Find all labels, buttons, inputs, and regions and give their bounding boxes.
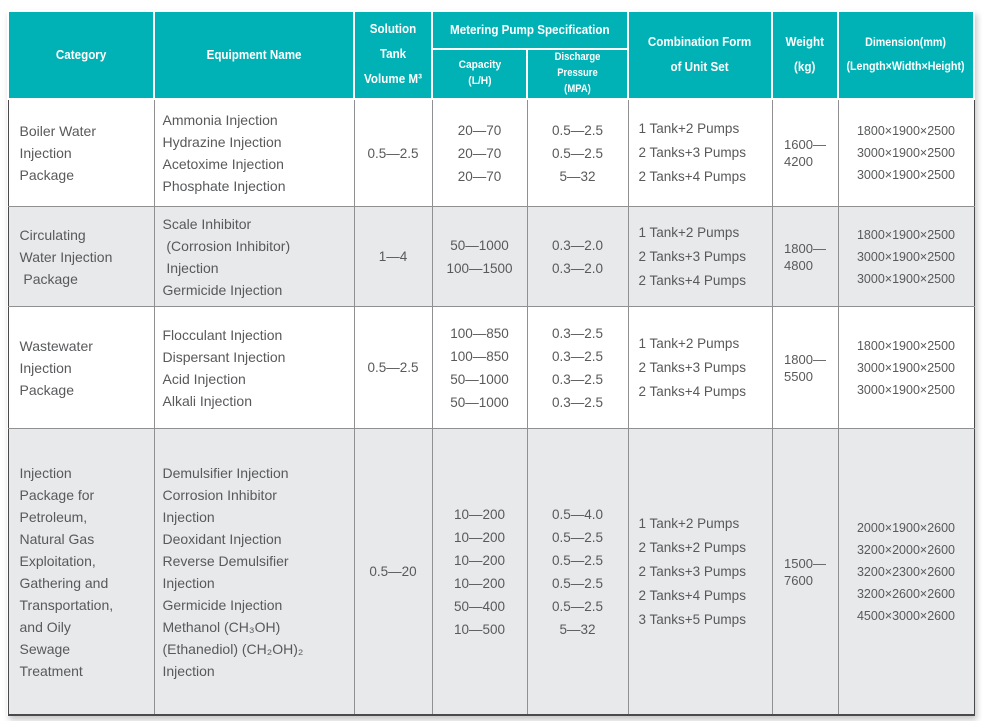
col-header-weight-label: Weight (kg) xyxy=(785,34,825,74)
dimension-text: 2000×1900×2600 3200×2000×2600 3200×2300×… xyxy=(856,520,956,623)
table-row-petroleum-injection: Injection Package for Petroleum, Natural… xyxy=(7,428,975,716)
cell-capacity: 10—200 10—200 10—200 10—200 50—400 10—50… xyxy=(431,428,528,716)
cell-capacity: 50—1000 100—1500 xyxy=(431,206,528,308)
cell-equipment: Flocculant Injection Dispersant Injectio… xyxy=(153,306,355,430)
cell-combination-form: 1 Tank+2 Pumps 2 Tanks+3 Pumps 2 Tanks+4… xyxy=(627,206,773,308)
cell-combination-form: 1 Tank+2 Pumps 2 Tanks+3 Pumps 2 Tanks+4… xyxy=(627,98,773,208)
tank-volume-text: 0.5—20 xyxy=(369,564,417,580)
dimension-text: 1800×1900×2500 3000×1900×2500 3000×1900×… xyxy=(856,124,956,183)
cell-capacity: 100—850 100—850 50—1000 50—1000 xyxy=(431,306,528,430)
col-header-discharge-pressure-label: Discharge Pressure (MPA) xyxy=(554,51,601,95)
equipment-text: Demulsifier Injection Corrosion Inhibito… xyxy=(162,464,304,679)
discharge-pressure-text: 0.3—2.5 0.3—2.5 0.3—2.5 0.3—2.5 xyxy=(551,325,604,410)
combination-text: 1 Tank+2 Pumps 2 Tanks+3 Pumps 2 Tanks+4… xyxy=(638,335,746,399)
category-text: Circulating Water Injection Package xyxy=(19,226,113,287)
capacity-text: 50—1000 100—1500 xyxy=(446,237,513,276)
cell-tank-volume: 0.5—2.5 xyxy=(353,98,433,208)
tank-volume-text: 0.5—2.5 xyxy=(367,145,419,161)
cell-capacity: 20—70 20—70 20—70 xyxy=(431,98,528,208)
equipment-text: Ammonia Injection Hydrazine Injection Ac… xyxy=(162,112,286,195)
cell-dimension: 2000×1900×2600 3200×2000×2600 3200×2300×… xyxy=(837,428,975,716)
cell-weight: 1800— 4800 xyxy=(771,206,839,308)
col-header-capacity: Capacity (L/H) xyxy=(431,48,528,100)
cell-tank-volume: 1—4 xyxy=(353,206,433,308)
cell-weight: 1500— 7600 xyxy=(771,428,839,716)
category-text: Injection Package for Petroleum, Natural… xyxy=(19,464,114,679)
weight-text: 1600— 4200 xyxy=(784,137,826,170)
tank-volume-text: 0.5—2.5 xyxy=(367,360,419,376)
col-header-combination-form: Combination Form of Unit Set xyxy=(627,10,773,100)
cell-discharge-pressure: 0.5—2.5 0.5—2.5 5—32 xyxy=(526,98,629,208)
cell-equipment: Ammonia Injection Hydrazine Injection Ac… xyxy=(153,98,355,208)
table-row-boiler-water: Boiler Water Injection Package Ammonia I… xyxy=(7,98,975,208)
cell-combination-form: 1 Tank+2 Pumps 2 Tanks+2 Pumps 2 Tanks+3… xyxy=(627,428,773,716)
combination-text: 1 Tank+2 Pumps 2 Tanks+2 Pumps 2 Tanks+3… xyxy=(638,515,746,627)
tank-volume-text: 1—4 xyxy=(378,249,408,265)
weight-text: 1800— 4800 xyxy=(784,240,826,273)
col-header-category-label: Category xyxy=(55,47,107,62)
col-header-discharge-pressure: Discharge Pressure (MPA) xyxy=(526,48,629,100)
col-header-weight: Weight (kg) xyxy=(771,10,839,100)
cell-category: Circulating Water Injection Package xyxy=(7,206,155,308)
cell-category: Wastewater Injection Package xyxy=(7,306,155,430)
col-header-solution-tank-volume: Solution Tank Volume M³ xyxy=(353,10,433,100)
col-header-dimension: Dimension(mm) (Length×Width×Height) xyxy=(837,10,975,100)
cell-equipment: Demulsifier Injection Corrosion Inhibito… xyxy=(153,428,355,716)
cell-tank-volume: 0.5—20 xyxy=(353,428,433,716)
cell-combination-form: 1 Tank+2 Pumps 2 Tanks+3 Pumps 2 Tanks+4… xyxy=(627,306,773,430)
cell-equipment: Scale Inhibitor (Corrosion Inhibitor) In… xyxy=(153,206,355,308)
col-header-metering-pump-spec-label: Metering Pump Specification xyxy=(450,23,610,37)
col-header-category: Category xyxy=(7,10,155,100)
capacity-text: 10—200 10—200 10—200 10—200 50—400 10—50… xyxy=(453,506,506,637)
cell-discharge-pressure: 0.3—2.0 0.3—2.0 xyxy=(526,206,629,308)
weight-text: 1800— 5500 xyxy=(784,351,826,384)
weight-text: 1500— 7600 xyxy=(784,555,826,588)
cell-category: Injection Package for Petroleum, Natural… xyxy=(7,428,155,716)
table-row-wastewater: Wastewater Injection Package Flocculant … xyxy=(7,306,975,430)
category-text: Wastewater Injection Package xyxy=(19,337,93,398)
table-body: Boiler Water Injection Package Ammonia I… xyxy=(7,98,975,716)
category-text: Boiler Water Injection Package xyxy=(19,123,97,184)
combination-text: 1 Tank+2 Pumps 2 Tanks+3 Pumps 2 Tanks+4… xyxy=(638,121,746,185)
cell-dimension: 1800×1900×2500 3000×1900×2500 3000×1900×… xyxy=(837,206,975,308)
table-header: Category Equipment Name Solution Tank Vo… xyxy=(7,10,975,100)
table-row-circulating-water: Circulating Water Injection Package Scal… xyxy=(7,206,975,308)
capacity-text: 100—850 100—850 50—1000 50—1000 xyxy=(450,325,509,410)
cell-discharge-pressure: 0.5—4.0 0.5—2.5 0.5—2.5 0.5—2.5 0.5—2.5 … xyxy=(526,428,629,716)
equipment-spec-table: Category Equipment Name Solution Tank Vo… xyxy=(7,10,975,716)
combination-text: 1 Tank+2 Pumps 2 Tanks+3 Pumps 2 Tanks+4… xyxy=(638,224,746,288)
equipment-text: Scale Inhibitor (Corrosion Inhibitor) In… xyxy=(162,215,291,298)
cell-discharge-pressure: 0.3—2.5 0.3—2.5 0.3—2.5 0.3—2.5 xyxy=(526,306,629,430)
col-header-equipment-name-label: Equipment Name xyxy=(206,47,302,62)
discharge-pressure-text: 0.3—2.0 0.3—2.0 xyxy=(551,237,604,276)
col-header-dimension-label: Dimension(mm) (Length×Width×Height) xyxy=(846,36,966,73)
cell-dimension: 1800×1900×2500 3000×1900×2500 3000×1900×… xyxy=(837,306,975,430)
col-header-metering-pump-spec: Metering Pump Specification xyxy=(431,10,629,50)
col-header-equipment-name: Equipment Name xyxy=(153,10,355,100)
cell-weight: 1600— 4200 xyxy=(771,98,839,208)
equipment-text: Flocculant Injection Dispersant Injectio… xyxy=(162,326,286,409)
discharge-pressure-text: 0.5—4.0 0.5—2.5 0.5—2.5 0.5—2.5 0.5—2.5 … xyxy=(551,506,604,637)
cell-category: Boiler Water Injection Package xyxy=(7,98,155,208)
dimension-text: 1800×1900×2500 3000×1900×2500 3000×1900×… xyxy=(856,227,956,286)
cell-weight: 1800— 5500 xyxy=(771,306,839,430)
discharge-pressure-text: 0.5—2.5 0.5—2.5 5—32 xyxy=(551,122,604,184)
dimension-text: 1800×1900×2500 3000×1900×2500 3000×1900×… xyxy=(856,338,956,397)
cell-tank-volume: 0.5—2.5 xyxy=(353,306,433,430)
cell-dimension: 1800×1900×2500 3000×1900×2500 3000×1900×… xyxy=(837,98,975,208)
col-header-solution-tank-volume-label: Solution Tank Volume M³ xyxy=(364,22,422,87)
capacity-text: 20—70 20—70 20—70 xyxy=(457,122,502,184)
col-header-capacity-label: Capacity (L/H) xyxy=(458,58,501,87)
col-header-combination-form-label: Combination Form of Unit Set xyxy=(648,34,752,74)
